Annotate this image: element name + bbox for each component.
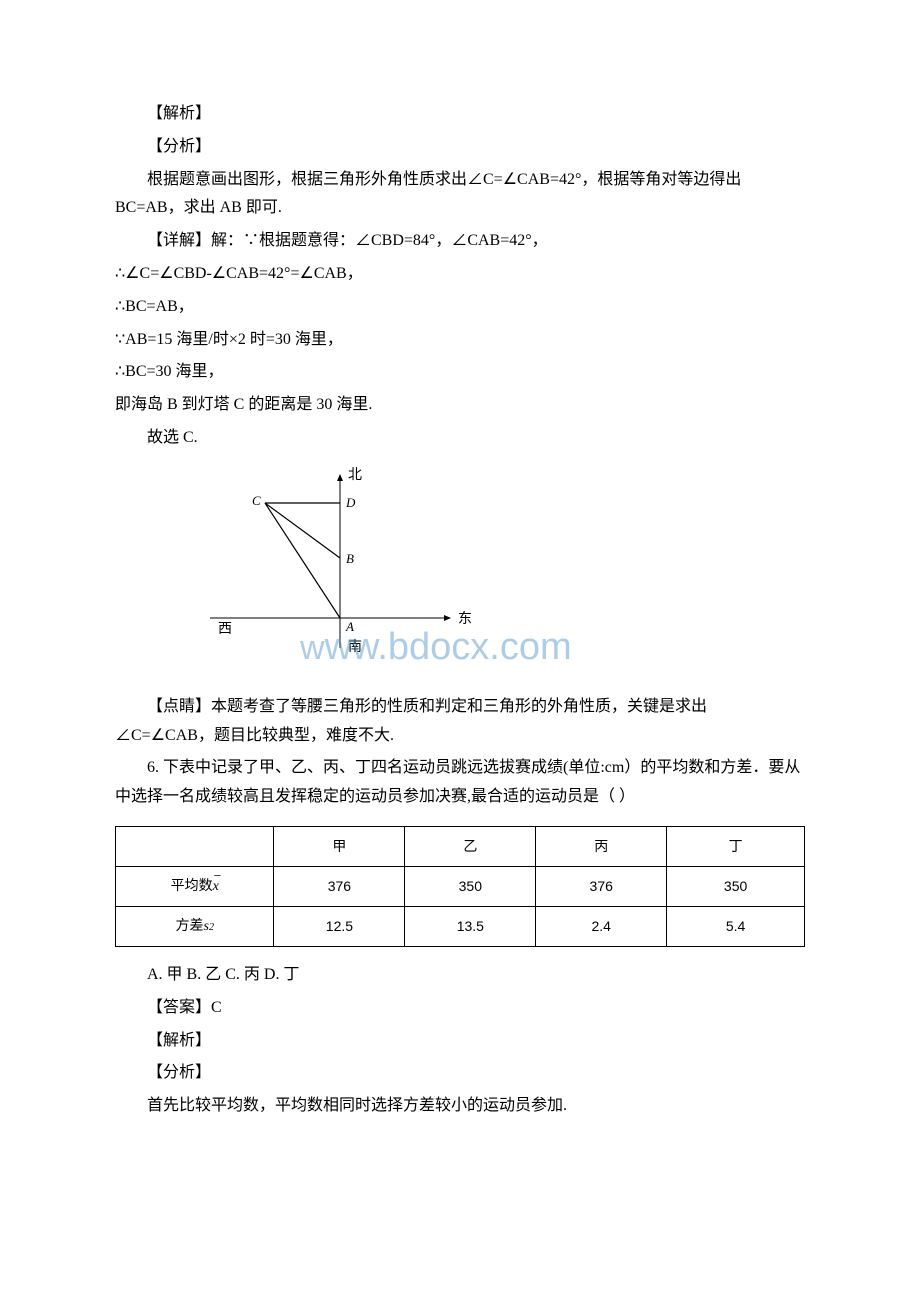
line-AC bbox=[265, 503, 340, 618]
stats-table: 甲 乙 丙 丁 平均数x 376 350 376 350 方差s2 12.5 1… bbox=[115, 826, 805, 947]
label-south: 南 bbox=[348, 639, 362, 653]
guxuan: 故选 C. bbox=[115, 424, 805, 453]
para-1: 根据题意画出图形，根据三角形外角性质求出∠C=∠CAB=42°，根据等角对等边得… bbox=[115, 166, 805, 224]
daan: 【答案】C bbox=[115, 994, 805, 1023]
section-fenxi: 【分析】 bbox=[115, 133, 805, 162]
label-D: D bbox=[345, 495, 356, 510]
var-jia: 12.5 bbox=[274, 906, 405, 946]
diagram-svg: 北 东 南 西 A B C D bbox=[200, 463, 480, 653]
mean-ding: 350 bbox=[667, 866, 805, 906]
header-blank bbox=[116, 826, 274, 866]
var-ding: 5.4 bbox=[667, 906, 805, 946]
label-east: 东 bbox=[458, 611, 472, 627]
variance-prefix: 方差 bbox=[176, 914, 204, 939]
row-label-variance: 方差s2 bbox=[116, 906, 274, 946]
table-row: 方差s2 12.5 13.5 2.4 5.4 bbox=[116, 906, 805, 946]
line-3: ∵AB=15 海里/时×2 时=30 海里， bbox=[115, 326, 805, 355]
var-bing: 2.4 bbox=[536, 906, 667, 946]
header-jia: 甲 bbox=[274, 826, 405, 866]
label-A: A bbox=[345, 619, 354, 634]
table-row: 甲 乙 丙 丁 bbox=[116, 826, 805, 866]
row-label-mean: 平均数x bbox=[116, 866, 274, 906]
conclusion: 首先比较平均数，平均数相同时选择方差较小的运动员参加. bbox=[115, 1092, 805, 1121]
mean-bing: 376 bbox=[536, 866, 667, 906]
mean-yi: 350 bbox=[405, 866, 536, 906]
geometry-diagram: 北 东 南 西 A B C D www.bdocx.com bbox=[200, 463, 520, 683]
var-yi: 13.5 bbox=[405, 906, 536, 946]
label-west: 西 bbox=[218, 622, 232, 637]
mean-prefix: 平均数 bbox=[171, 874, 213, 899]
line-5: 即海岛 B 到灯塔 C 的距离是 30 海里. bbox=[115, 391, 805, 420]
line-2: ∴BC=AB， bbox=[115, 293, 805, 322]
jiexi2: 【解析】 bbox=[115, 1027, 805, 1056]
line-1: ∴∠C=∠CBD-∠CAB=42°=∠CAB， bbox=[115, 260, 805, 289]
mean-jia: 376 bbox=[274, 866, 405, 906]
label-north: 北 bbox=[348, 467, 362, 483]
header-ding: 丁 bbox=[667, 826, 805, 866]
q6-text: 6. 下表中记录了甲、乙、丙、丁四名运动员跳远选拔赛成绩(单位:cm）的平均数和… bbox=[115, 754, 805, 812]
label-C: C bbox=[252, 493, 261, 508]
line-BC bbox=[265, 503, 340, 558]
table-row: 平均数x 376 350 376 350 bbox=[116, 866, 805, 906]
xiangjie-lead: 【详解】解：∵根据题意得：∠CBD=84°，∠CAB=42°， bbox=[115, 227, 805, 256]
header-bing: 丙 bbox=[536, 826, 667, 866]
line-4: ∴BC=30 海里， bbox=[115, 358, 805, 387]
label-B: B bbox=[346, 551, 354, 566]
fenxi2: 【分析】 bbox=[115, 1059, 805, 1088]
section-jiexi: 【解析】 bbox=[115, 100, 805, 129]
variance-exp: 2 bbox=[209, 919, 214, 937]
xbar-symbol: x bbox=[213, 874, 219, 899]
dianjing: 【点睛】本题考查了等腰三角形的性质和判定和三角形的外角性质，关键是求出∠C=∠C… bbox=[115, 693, 805, 751]
header-yi: 乙 bbox=[405, 826, 536, 866]
options: A. 甲 B. 乙 C. 丙 D. 丁 bbox=[115, 961, 805, 990]
